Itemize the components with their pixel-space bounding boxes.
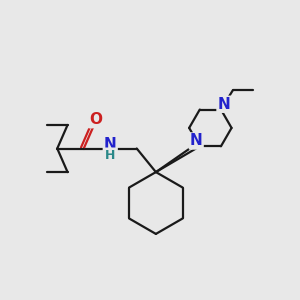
Text: O: O xyxy=(89,112,102,127)
Text: N: N xyxy=(190,134,203,148)
Text: H: H xyxy=(105,148,116,161)
Text: N: N xyxy=(218,97,230,112)
Text: N: N xyxy=(104,136,117,152)
